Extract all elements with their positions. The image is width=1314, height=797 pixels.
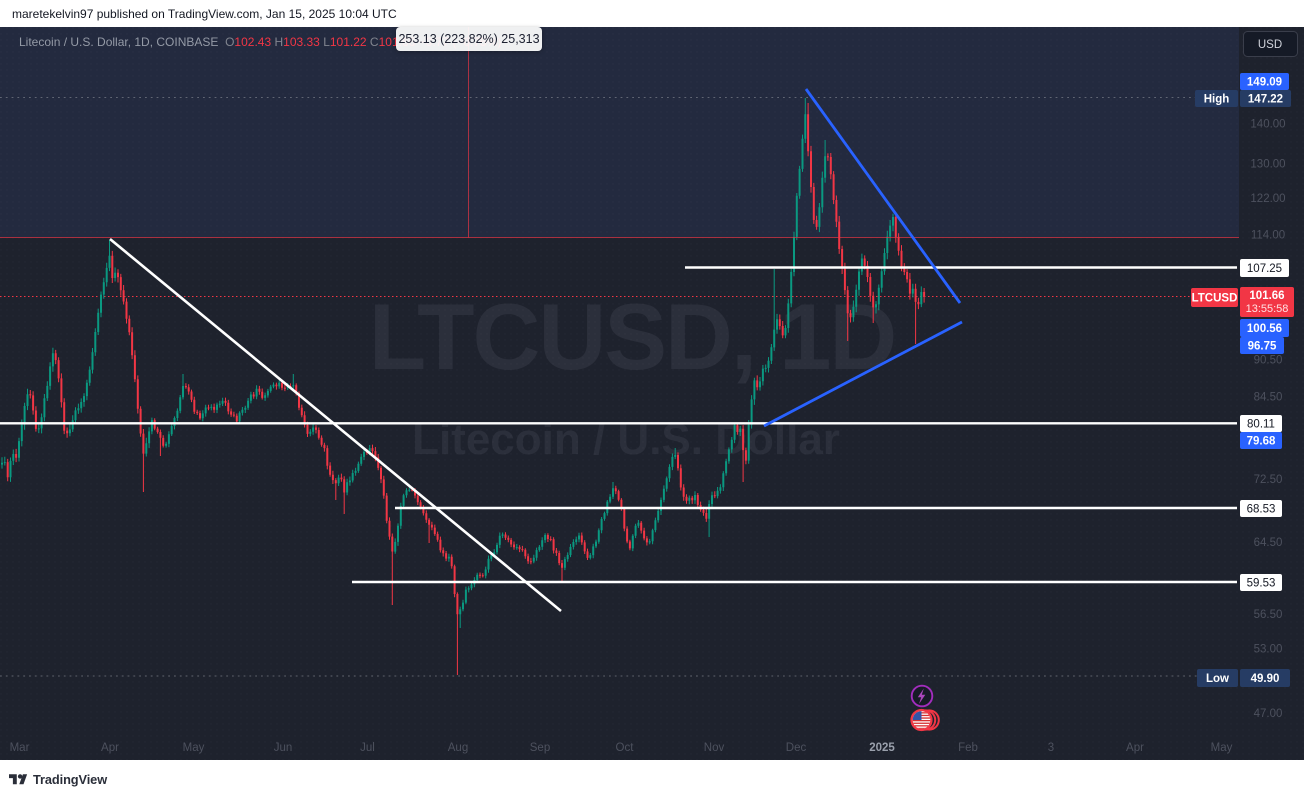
svg-text:3: 3	[1048, 742, 1054, 754]
svg-text:Apr: Apr	[1126, 742, 1144, 754]
svg-text:107.25: 107.25	[1247, 263, 1282, 275]
svg-text:LTCUSD: LTCUSD	[1192, 293, 1238, 305]
svg-text:147.22: 147.22	[1248, 94, 1283, 106]
svg-text:79.68: 79.68	[1247, 436, 1276, 448]
svg-text:130.00: 130.00	[1250, 159, 1285, 171]
svg-text:68.53: 68.53	[1247, 504, 1276, 516]
svg-text:Apr: Apr	[101, 742, 119, 754]
svg-text:84.50: 84.50	[1254, 391, 1283, 403]
svg-text:72.50: 72.50	[1254, 474, 1283, 486]
svg-text:53.00: 53.00	[1254, 644, 1283, 656]
svg-text:101.66: 101.66	[1249, 290, 1284, 302]
svg-text:Aug: Aug	[448, 742, 468, 754]
svg-text:LTCUSD, 1D: LTCUSD, 1D	[369, 284, 896, 389]
svg-text:90.50: 90.50	[1254, 354, 1283, 366]
svg-text:May: May	[183, 742, 205, 754]
svg-text:Oct: Oct	[616, 742, 635, 754]
svg-text:Jun: Jun	[274, 742, 293, 754]
svg-text:47.00: 47.00	[1254, 708, 1283, 720]
svg-text:122.00: 122.00	[1250, 193, 1285, 205]
svg-text:Mar: Mar	[10, 742, 30, 754]
svg-text:Dec: Dec	[786, 742, 807, 754]
svg-text:140.00: 140.00	[1250, 118, 1285, 130]
svg-text:USD: USD	[1258, 39, 1282, 51]
svg-text:56.50: 56.50	[1254, 609, 1283, 621]
svg-text:49.90: 49.90	[1251, 673, 1280, 685]
svg-text:High: High	[1204, 94, 1230, 106]
svg-text:Jul: Jul	[360, 742, 375, 754]
svg-text:64.50: 64.50	[1254, 537, 1283, 549]
svg-text:13:55:58: 13:55:58	[1246, 303, 1289, 315]
svg-text:Feb: Feb	[958, 742, 978, 754]
svg-text:May: May	[1211, 742, 1233, 754]
svg-text:114.00: 114.00	[1251, 229, 1285, 241]
svg-text:Nov: Nov	[704, 742, 725, 754]
svg-text:149.09: 149.09	[1247, 77, 1282, 89]
svg-text:100.56: 100.56	[1247, 323, 1282, 335]
svg-text:Sep: Sep	[530, 742, 550, 754]
svg-text:96.75: 96.75	[1248, 341, 1277, 353]
svg-text:80.11: 80.11	[1247, 419, 1275, 431]
svg-text:Low: Low	[1206, 673, 1229, 685]
svg-text:2025: 2025	[869, 742, 895, 754]
svg-text:59.53: 59.53	[1247, 578, 1276, 590]
